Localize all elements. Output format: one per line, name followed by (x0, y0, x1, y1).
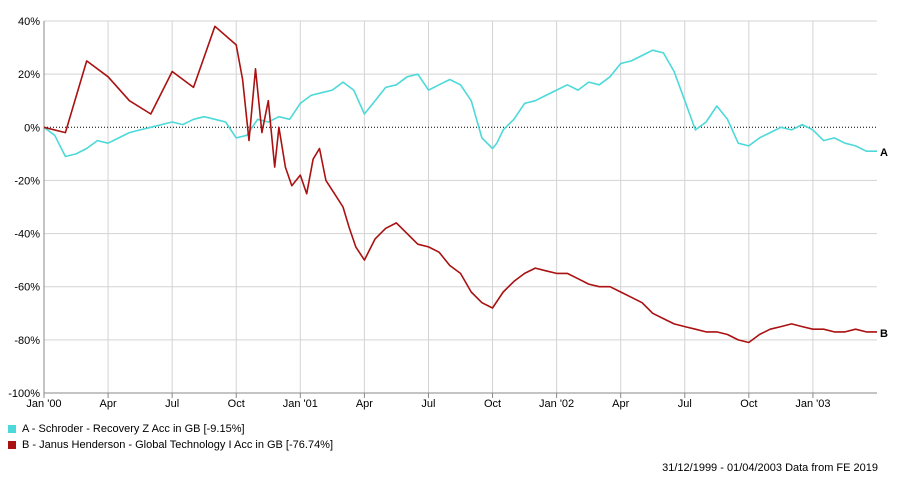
series-line-b (43, 25, 877, 344)
legend-label-a: A - Schroder - Recovery Z Acc in GB [-9.… (22, 423, 245, 435)
legend-swatch-a (8, 425, 16, 433)
y-tick-label: 0% (24, 122, 40, 134)
x-tick-label: Jul (678, 398, 692, 410)
legend-label-b: B - Janus Henderson - Global Technology … (22, 439, 334, 451)
series-line-a (43, 49, 877, 158)
x-tick-label: Apr (356, 398, 373, 410)
legend-item-b: B - Janus Henderson - Global Technology … (8, 439, 333, 451)
x-tick-label: Jan '00 (26, 398, 61, 410)
legend-item-a: A - Schroder - Recovery Z Acc in GB [-9.… (8, 423, 245, 435)
x-tick-label: Jan '01 (283, 398, 318, 410)
y-tick-label: -80% (14, 335, 40, 347)
chart-svg: 40% 20% 0% -20% -40% -60% -80% -100%Jan '00 Apr J… (8, 16, 888, 410)
x-tick-label: Oct (740, 398, 757, 410)
y-tick-label: -60% (14, 282, 40, 294)
legend-swatch-b (8, 441, 16, 449)
x-tick-label: Jul (165, 398, 179, 410)
x-tick-label: Jan '03 (795, 398, 830, 410)
x-tick-label: Jul (421, 398, 435, 410)
x-tick-label: Oct (484, 398, 501, 410)
x-tick-label: Jan '02 (539, 398, 574, 410)
y-tick-label: -100% (8, 388, 40, 400)
series-end-label-a: A (880, 147, 888, 159)
series-end-label-b: B (880, 328, 888, 340)
x-tick-label: Oct (228, 398, 245, 410)
y-tick-label: -20% (14, 175, 40, 187)
y-tick-label: 20% (18, 69, 40, 81)
x-tick-label: Apr (100, 398, 117, 410)
y-tick-label: -40% (14, 229, 40, 241)
y-tick-label: 40% (18, 16, 40, 28)
x-tick-label: Apr (612, 398, 629, 410)
date-range-footer: 31/12/1999 - 01/04/2003 Data from FE 201… (662, 462, 878, 474)
